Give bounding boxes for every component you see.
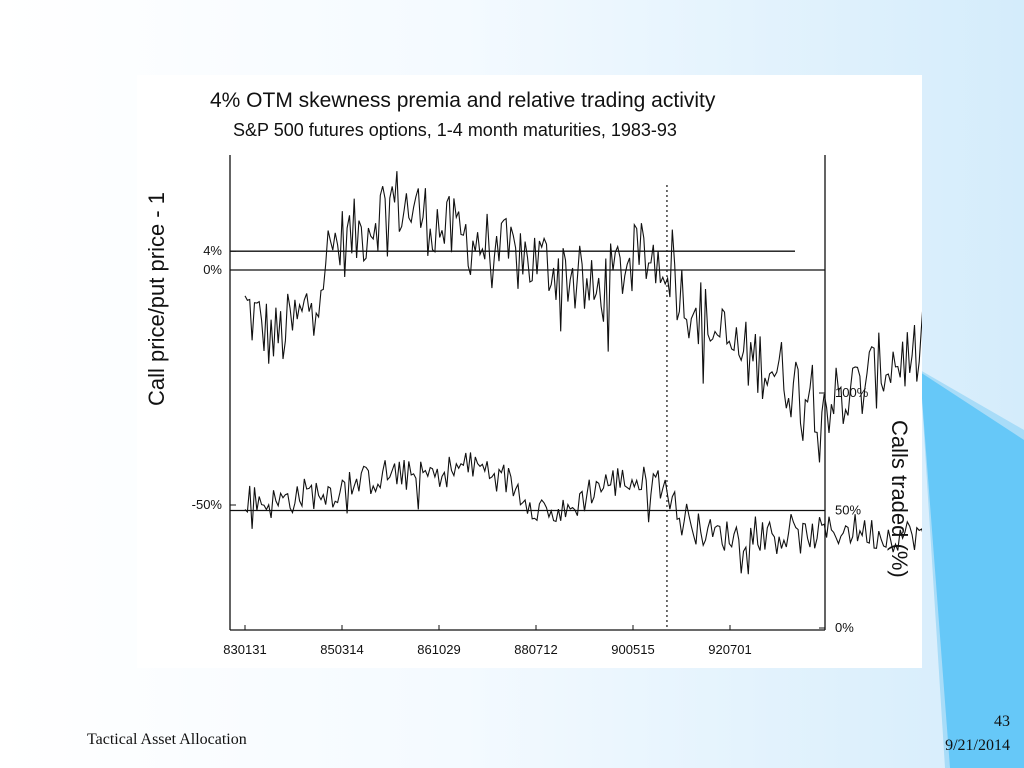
x-tick-label: 861029: [417, 642, 460, 657]
chart-image-panel: 4% OTM skewness premia and relative trad…: [137, 75, 922, 668]
plot-area: 50%4%0%-50%100%50%0%83013185031486102988…: [192, 155, 922, 657]
y-axis-label-right: Calls traded (%): [887, 420, 912, 578]
chart-title: 4% OTM skewness premia and relative trad…: [210, 89, 716, 112]
x-tick-label: 880712: [514, 642, 557, 657]
y-right-tick-label: 0%: [835, 620, 854, 635]
accent-wedge: [920, 372, 1024, 768]
x-tick-label: 900515: [611, 642, 654, 657]
skewness-premium-series: [244, 171, 922, 463]
y-left-tick-label: 4%: [203, 243, 222, 258]
chart-subtitle: S&P 500 futures options, 1-4 month matur…: [233, 120, 677, 140]
y-axis-label-left: Call price/put price - 1: [144, 192, 169, 406]
y-right-tick-label: 50%: [835, 503, 861, 518]
footer-meta: 43 9/21/2014: [945, 710, 1010, 758]
page-number: 43: [994, 713, 1010, 730]
x-tick-label: 920701: [708, 642, 751, 657]
y-left-tick-label: 0%: [203, 262, 222, 277]
y-left-tick-label: -50%: [192, 497, 223, 512]
skewness-chart: 4% OTM skewness premia and relative trad…: [144, 89, 922, 657]
x-tick-label: 830131: [223, 642, 266, 657]
slide-date: 9/21/2014: [945, 737, 1010, 754]
x-tick-label: 850314: [320, 642, 363, 657]
calls-traded-series: [244, 452, 922, 575]
footer-title: Tactical Asset Allocation: [87, 731, 247, 748]
